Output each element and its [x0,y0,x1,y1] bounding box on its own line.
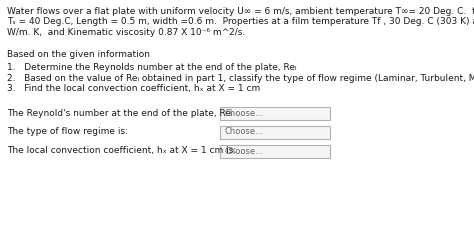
Text: 1.   Determine the Reynolds number at the end of the plate, Reₗ: 1. Determine the Reynolds number at the … [7,64,297,72]
Text: The type of flow regime is:: The type of flow regime is: [7,127,128,137]
Text: Tₛ = 40 Deg.C, Length = 0.5 m, width =0.6 m.  Properties at a film temperature T: Tₛ = 40 Deg.C, Length = 0.5 m, width =0.… [7,17,474,27]
FancyBboxPatch shape [220,106,330,120]
FancyBboxPatch shape [220,126,330,138]
FancyBboxPatch shape [220,144,330,158]
Text: Choose...: Choose... [225,127,264,137]
Text: Based on the given information: Based on the given information [7,50,150,59]
Text: 2.   Based on the value of Reₗ obtained in part 1, classify the type of flow reg: 2. Based on the value of Reₗ obtained in… [7,74,474,83]
Text: The Reynold's number at the end of the plate, Reₗ: The Reynold's number at the end of the p… [7,109,233,117]
Text: 3.   Find the local convection coefficient, hₓ at X = 1 cm: 3. Find the local convection coefficient… [7,85,260,93]
Text: W/m. K,  and Kinematic viscosity 0.87 X 10⁻⁶ m^2/s.: W/m. K, and Kinematic viscosity 0.87 X 1… [7,28,245,37]
Text: Water flows over a flat plate with uniform velocity U∞ = 6 m/s, ambient temperat: Water flows over a flat plate with unifo… [7,7,474,16]
Text: The local convection coefficient, hₓ at X = 1 cm is:: The local convection coefficient, hₓ at … [7,147,236,155]
Text: Choose...: Choose... [225,147,264,155]
Text: Choose...: Choose... [225,109,264,117]
